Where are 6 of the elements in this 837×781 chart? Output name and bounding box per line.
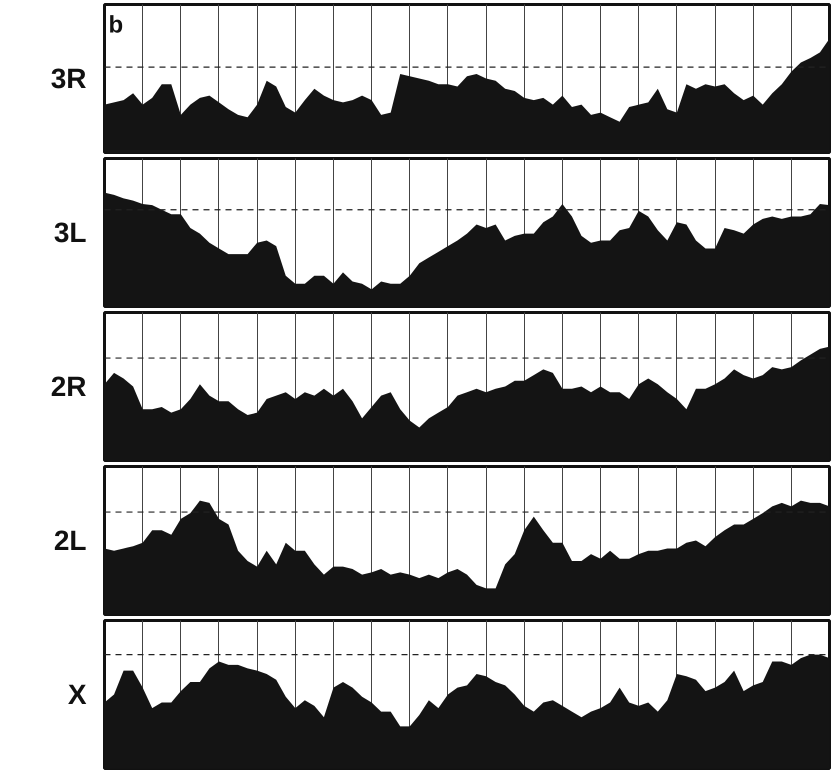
y-axis-title: 2L: [54, 525, 87, 556]
y-axis-title: 2R: [50, 371, 87, 402]
y-axis-title: 3L: [54, 217, 87, 248]
y-axis-title: 3R: [50, 63, 87, 94]
text: b: [108, 12, 124, 38]
y-axis-title: X: [68, 679, 87, 710]
